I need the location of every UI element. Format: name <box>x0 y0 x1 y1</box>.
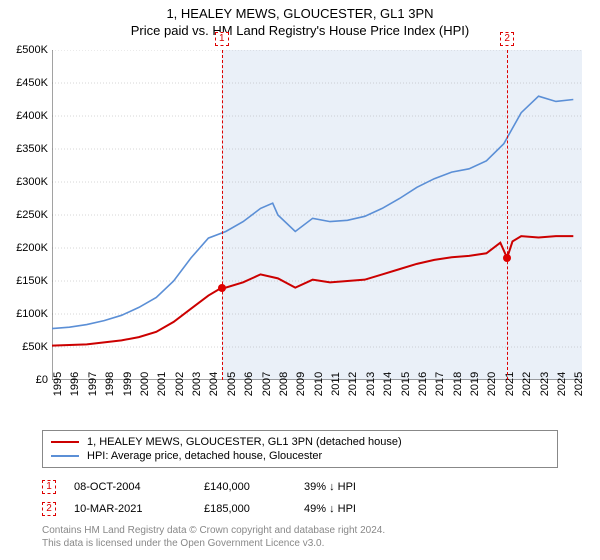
x-axis-label: 2023 <box>539 372 551 396</box>
x-axis-label: 2019 <box>469 372 481 396</box>
y-axis-label: £50K <box>22 341 48 353</box>
x-axis-label: 2022 <box>521 372 533 396</box>
x-axis-label: 1999 <box>122 372 134 396</box>
x-axis-label: 2014 <box>382 372 394 396</box>
x-axis-label: 1995 <box>52 372 64 396</box>
legend-label: 1, HEALEY MEWS, GLOUCESTER, GL1 3PN (det… <box>87 436 402 448</box>
x-axis-label: 2008 <box>278 372 290 396</box>
y-axis-label: £0 <box>36 374 48 386</box>
y-axis-label: £350K <box>16 143 48 155</box>
event-date: 08-OCT-2004 <box>74 481 204 493</box>
event-price: £185,000 <box>204 503 304 515</box>
y-axis-label: £500K <box>16 44 48 56</box>
marker-box: 2 <box>500 32 514 46</box>
x-axis-label: 1998 <box>104 372 116 396</box>
legend-swatch <box>51 455 79 457</box>
x-axis-label: 2016 <box>417 372 429 396</box>
x-axis-label: 2013 <box>365 372 377 396</box>
x-axis-label: 2012 <box>347 372 359 396</box>
y-axis-label: £200K <box>16 242 48 254</box>
x-axis-label: 2021 <box>504 372 516 396</box>
y-axis-label: £100K <box>16 308 48 320</box>
marker-line <box>507 50 508 380</box>
chart-container: 1, HEALEY MEWS, GLOUCESTER, GL1 3PN Pric… <box>0 0 600 560</box>
x-axis-label: 2018 <box>452 372 464 396</box>
y-axis-label: £150K <box>16 275 48 287</box>
event-date: 10-MAR-2021 <box>74 503 204 515</box>
x-axis-label: 2004 <box>208 372 220 396</box>
marker-dot <box>218 284 226 292</box>
y-axis-label: £400K <box>16 110 48 122</box>
y-axis-label: £300K <box>16 176 48 188</box>
x-axis-label: 2003 <box>191 372 203 396</box>
x-axis-label: 1997 <box>87 372 99 396</box>
x-axis-label: 2000 <box>139 372 151 396</box>
marker-line <box>222 50 223 380</box>
plot-area: £0£50K£100K£150K£200K£250K£300K£350K£400… <box>52 50 582 380</box>
event-delta: 39% ↓ HPI <box>304 481 424 493</box>
events-table: 1 08-OCT-2004 £140,000 39% ↓ HPI 2 10-MA… <box>42 476 558 520</box>
event-marker-icon: 2 <box>42 502 56 516</box>
legend-label: HPI: Average price, detached house, Glou… <box>87 450 322 462</box>
legend-swatch <box>51 441 79 443</box>
event-delta: 49% ↓ HPI <box>304 503 424 515</box>
legend-item: HPI: Average price, detached house, Glou… <box>51 449 549 463</box>
event-price: £140,000 <box>204 481 304 493</box>
x-axis-label: 2024 <box>556 372 568 396</box>
x-axis-label: 1996 <box>69 372 81 396</box>
x-axis-label: 2009 <box>295 372 307 396</box>
legend: 1, HEALEY MEWS, GLOUCESTER, GL1 3PN (det… <box>42 430 558 468</box>
footer: Contains HM Land Registry data © Crown c… <box>42 524 558 550</box>
chart-svg <box>52 50 582 380</box>
x-axis-label: 2006 <box>243 372 255 396</box>
chart-title: 1, HEALEY MEWS, GLOUCESTER, GL1 3PN <box>0 0 600 21</box>
x-axis-label: 2010 <box>313 372 325 396</box>
x-axis-label: 2001 <box>156 372 168 396</box>
x-axis-label: 2011 <box>330 372 342 396</box>
footer-line: This data is licensed under the Open Gov… <box>42 537 558 550</box>
x-axis-label: 2007 <box>261 372 273 396</box>
marker-box: 1 <box>215 32 229 46</box>
event-row: 2 10-MAR-2021 £185,000 49% ↓ HPI <box>42 498 558 520</box>
footer-line: Contains HM Land Registry data © Crown c… <box>42 524 558 537</box>
legend-item: 1, HEALEY MEWS, GLOUCESTER, GL1 3PN (det… <box>51 435 549 449</box>
event-marker-icon: 1 <box>42 480 56 494</box>
x-axis-label: 2015 <box>400 372 412 396</box>
x-axis-label: 2005 <box>226 372 238 396</box>
event-row: 1 08-OCT-2004 £140,000 39% ↓ HPI <box>42 476 558 498</box>
x-axis-label: 2017 <box>434 372 446 396</box>
x-axis-label: 2025 <box>573 372 585 396</box>
x-axis-label: 2020 <box>486 372 498 396</box>
y-axis-label: £250K <box>16 209 48 221</box>
marker-dot <box>503 254 511 262</box>
y-axis-label: £450K <box>16 77 48 89</box>
x-axis-label: 2002 <box>174 372 186 396</box>
